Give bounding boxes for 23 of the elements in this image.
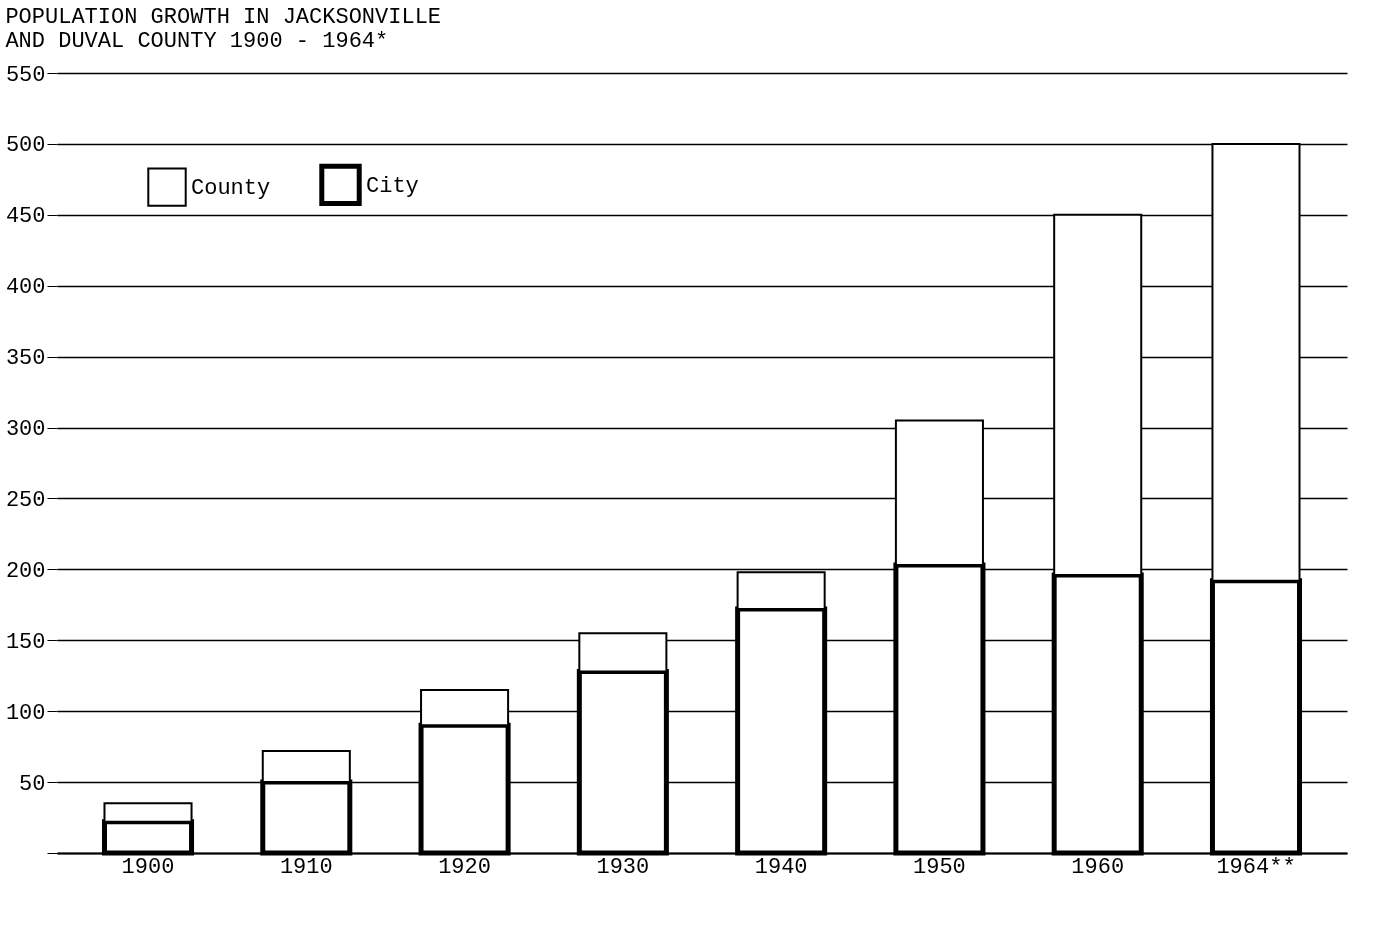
y-tick-label: 400: [5, 275, 46, 301]
y-tick-label: 450: [5, 204, 46, 230]
y-tick-label: 300: [5, 417, 46, 443]
x-tick-label: 1910: [279, 854, 333, 880]
y-tick-label: 50: [19, 771, 46, 797]
y-tick-label: 100: [5, 700, 46, 726]
x-tick-label: 1900: [121, 854, 175, 880]
legend-label: County: [191, 176, 271, 202]
y-tick-label: 250: [5, 487, 46, 513]
y-tick-label: 200: [5, 558, 46, 584]
y-tick-label: 500: [5, 133, 46, 159]
y-tick-label: 150: [5, 629, 46, 655]
y-tick-label: 550: [5, 62, 46, 88]
x-tick-label: 1940: [754, 854, 808, 880]
x-tick-label: 1950: [913, 854, 966, 880]
x-tick-label: 1930: [596, 854, 650, 880]
x-tick-label: 1960: [1071, 854, 1125, 880]
text: AND DUVAL COUNTY 1900 - 1964*: [5, 29, 389, 54]
text: POPULATION GROWTH IN JACKSONVILLE: [5, 5, 442, 30]
legend-label: City: [366, 173, 419, 199]
x-tick-label: 1920: [438, 854, 491, 880]
y-tick-label: 350: [5, 346, 46, 372]
x-tick-label: 1964**: [1216, 854, 1296, 880]
